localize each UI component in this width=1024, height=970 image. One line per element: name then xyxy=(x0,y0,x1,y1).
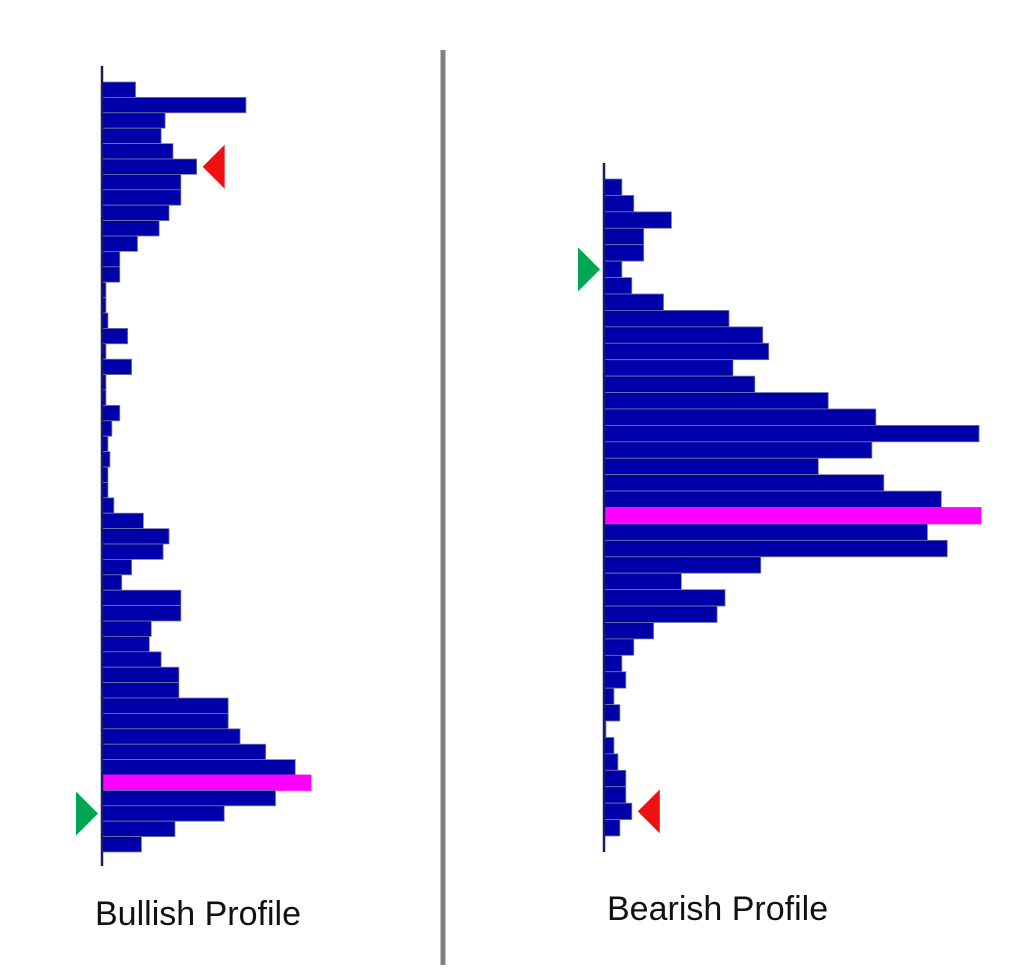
bullish-volume-bar xyxy=(101,620,152,637)
bearish-volume-bar xyxy=(603,737,615,755)
bullish-volume-bar xyxy=(101,497,115,514)
bullish-volume-bar xyxy=(101,790,276,807)
bullish-volume-bar xyxy=(101,559,132,576)
bearish-volume-bar xyxy=(603,227,645,246)
bullish-green-triangle-marker xyxy=(76,791,98,836)
bullish-volume-bar xyxy=(101,528,170,545)
bearish-volume-bar xyxy=(603,195,635,213)
bullish-volume-bar xyxy=(101,836,142,853)
bullish-volume-bar xyxy=(101,713,229,730)
bearish-volume-bar xyxy=(603,457,819,476)
bullish-volume-bar xyxy=(101,574,123,591)
bearish-volume-bar xyxy=(603,408,877,426)
bearish-volume-bar xyxy=(603,309,730,328)
bearish-volume-bar xyxy=(603,605,718,623)
bullish-volume-bar xyxy=(101,97,247,114)
bearish-volume-bar xyxy=(603,244,645,262)
bearish-volume-bar xyxy=(603,375,756,393)
bearish-volume-bar xyxy=(603,359,734,377)
bearish-volume-bar xyxy=(603,769,627,788)
bearish-volume-bar xyxy=(603,654,623,673)
bearish-volume-bar xyxy=(603,589,726,607)
bullish-volume-bar xyxy=(101,81,136,98)
bearish-volume-bar xyxy=(603,638,635,656)
bullish-volume-bar xyxy=(101,420,113,437)
bullish-volume-bar xyxy=(101,143,174,160)
bearish-volume-bar xyxy=(603,293,664,311)
bullish-volume-bar xyxy=(101,512,144,530)
bearish-volume-bar xyxy=(603,474,885,492)
bearish-volume-bar xyxy=(603,687,615,705)
bullish-volume-bar xyxy=(101,112,166,129)
bullish-volume-bar xyxy=(101,173,182,191)
bearish-volume-bar xyxy=(603,819,621,837)
bullish-volume-bar xyxy=(101,666,180,684)
bullish-volume-bar xyxy=(101,235,138,252)
bearish-volume-bar xyxy=(603,523,928,541)
bearish-volume-bar xyxy=(603,622,655,640)
bearish-volume-bar xyxy=(603,424,980,443)
bearish-volume-bar xyxy=(603,211,672,229)
bullish-volume-bar xyxy=(101,327,129,345)
bullish-red-triangle-marker xyxy=(202,144,225,189)
bearish-volume-bar xyxy=(603,539,948,558)
bearish-volume-bar xyxy=(603,441,873,459)
bullish-profile-chart xyxy=(76,66,312,866)
bullish-volume-bar xyxy=(101,204,170,221)
bullish-volume-bar xyxy=(101,266,121,283)
bullish-volume-bar xyxy=(101,743,267,761)
bearish-volume-bar xyxy=(603,392,829,410)
bearish-volume-bar xyxy=(603,490,942,508)
bearish-volume-bar xyxy=(603,704,621,722)
bearish-green-triangle-marker xyxy=(578,247,600,292)
bearish-profile-title: Bearish Profile xyxy=(607,890,829,928)
bullish-volume-bar xyxy=(101,158,198,175)
bullish-volume-bar xyxy=(101,697,229,714)
bullish-volume-bar xyxy=(101,820,176,838)
bullish-volume-bar xyxy=(101,636,150,653)
bearish-volume-bar xyxy=(603,260,623,278)
bearish-volume-bar xyxy=(603,326,764,344)
bullish-volume-bar xyxy=(101,220,160,237)
bearish-profile-chart xyxy=(578,163,982,852)
bullish-volume-bar xyxy=(101,805,225,822)
bearish-volume-bar xyxy=(603,671,627,689)
bullish-volume-bar xyxy=(101,728,241,745)
bearish-volume-bar xyxy=(603,277,633,295)
bearish-poc-bar xyxy=(603,507,982,525)
bullish-volume-bar xyxy=(101,404,121,422)
bullish-volume-bar xyxy=(101,651,162,668)
bearish-volume-bar xyxy=(603,786,627,804)
bearish-volume-bar xyxy=(603,178,623,196)
bearish-red-triangle-marker xyxy=(637,789,660,834)
bearish-volume-bar xyxy=(603,572,682,591)
bullish-volume-bar xyxy=(101,358,132,376)
bullish-poc-bar xyxy=(101,774,312,791)
bullish-volume-bar xyxy=(101,189,182,206)
bullish-volume-bar xyxy=(101,589,182,607)
bullish-volume-bar xyxy=(101,682,180,699)
bullish-volume-bar xyxy=(101,543,164,560)
bullish-volume-bar xyxy=(101,759,296,776)
bearish-volume-bar xyxy=(603,556,762,574)
bearish-volume-bar xyxy=(603,753,619,771)
bullish-volume-bar xyxy=(101,127,162,144)
bearish-volume-bar xyxy=(603,342,770,361)
bullish-volume-bar xyxy=(101,250,121,268)
bullish-volume-bar xyxy=(101,605,182,622)
bearish-volume-bar xyxy=(603,802,633,820)
bullish-profile-title: Bullish Profile xyxy=(95,895,301,933)
